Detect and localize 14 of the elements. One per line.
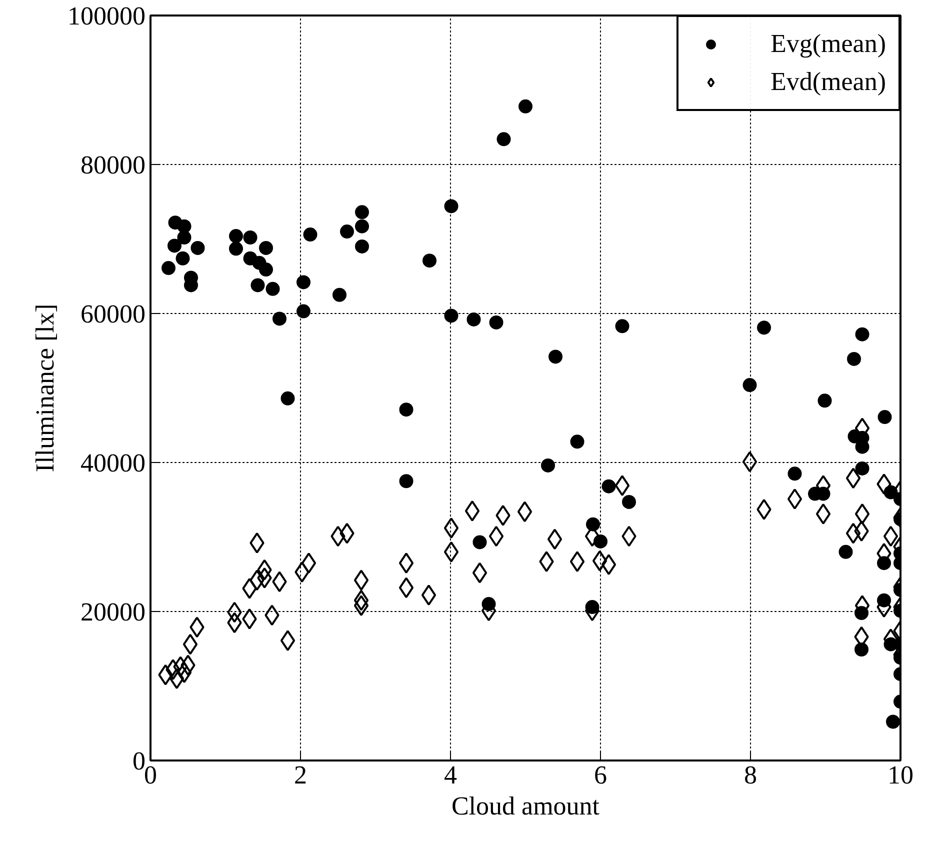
y-tick-label: 40000 [80,448,146,478]
y-tick-label: 100000 [68,2,146,30]
y-tick-label: 20000 [80,598,146,626]
legend-label: Evd(mean) [770,67,886,97]
x-tick-label: 6 [594,760,607,790]
y-tick-label: 60000 [80,300,146,328]
x-tick-label: 8 [744,760,757,790]
y-axis-title: Illuminance [lx] [30,304,60,472]
x-tick-label: 4 [444,760,457,790]
x-tick-label: 2 [294,760,307,790]
x-axis-title: Cloud amount [451,792,600,820]
legend-label: Evg(mean) [770,29,886,59]
x-tick-label: 10 [888,760,914,790]
y-tick-label: 80000 [80,150,146,180]
